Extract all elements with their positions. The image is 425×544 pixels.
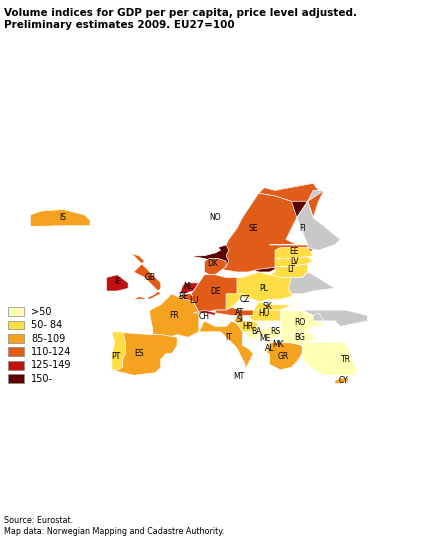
Text: SE: SE — [249, 224, 258, 233]
Text: AT: AT — [235, 308, 244, 317]
Polygon shape — [234, 321, 259, 340]
Polygon shape — [335, 378, 348, 384]
Polygon shape — [30, 209, 90, 226]
Polygon shape — [275, 257, 313, 267]
Polygon shape — [221, 193, 313, 272]
Polygon shape — [280, 310, 324, 335]
Polygon shape — [280, 310, 368, 326]
Text: EE: EE — [289, 247, 299, 256]
Text: CH: CH — [199, 312, 210, 321]
Polygon shape — [313, 313, 324, 321]
Text: Volume indices for GDP per per capita, price level adjusted.
Preliminary estimat: Volume indices for GDP per per capita, p… — [4, 8, 357, 30]
Text: NL: NL — [183, 282, 193, 291]
Polygon shape — [193, 299, 196, 302]
Text: DK: DK — [207, 259, 218, 268]
Polygon shape — [204, 258, 226, 275]
Polygon shape — [215, 307, 253, 316]
Text: MK: MK — [272, 340, 283, 349]
Text: DE: DE — [210, 287, 221, 295]
Polygon shape — [112, 332, 125, 370]
Polygon shape — [302, 343, 357, 375]
Text: BG: BG — [294, 333, 305, 342]
Polygon shape — [180, 283, 199, 294]
Polygon shape — [226, 294, 259, 310]
Text: HU: HU — [258, 310, 270, 318]
Text: BA: BA — [251, 327, 261, 336]
Text: GR: GR — [278, 352, 289, 361]
Polygon shape — [259, 335, 264, 340]
Text: GB: GB — [144, 273, 156, 282]
Text: ME: ME — [260, 334, 271, 343]
Polygon shape — [280, 332, 313, 345]
Text: CY: CY — [338, 376, 348, 385]
Text: BE: BE — [179, 292, 189, 301]
Polygon shape — [253, 302, 292, 310]
Text: Source: Eurostat.
Map data: Norwegian Mapping and Cadastre Authority.: Source: Eurostat. Map data: Norwegian Ma… — [4, 516, 225, 536]
Polygon shape — [193, 310, 215, 316]
Polygon shape — [191, 275, 242, 313]
Text: SI: SI — [236, 316, 243, 324]
Polygon shape — [174, 294, 193, 302]
Polygon shape — [259, 183, 324, 250]
Polygon shape — [269, 264, 308, 277]
Polygon shape — [289, 272, 335, 294]
Text: PL: PL — [260, 284, 269, 293]
Polygon shape — [275, 248, 313, 258]
Text: RS: RS — [270, 327, 280, 336]
Text: CZ: CZ — [240, 295, 250, 304]
Polygon shape — [106, 275, 128, 291]
Text: ES: ES — [134, 349, 144, 358]
Text: IS: IS — [60, 213, 66, 222]
Text: IE: IE — [114, 277, 121, 286]
Polygon shape — [264, 340, 275, 354]
Polygon shape — [259, 326, 280, 340]
Polygon shape — [267, 343, 302, 370]
Polygon shape — [248, 310, 292, 321]
Text: RO: RO — [294, 318, 305, 327]
Text: LV: LV — [290, 257, 298, 265]
Text: MT: MT — [233, 373, 245, 381]
Polygon shape — [128, 253, 161, 299]
Polygon shape — [185, 183, 319, 272]
Polygon shape — [237, 272, 302, 302]
Polygon shape — [269, 343, 280, 348]
Polygon shape — [234, 316, 242, 324]
Text: IT: IT — [225, 333, 232, 342]
Text: AL: AL — [265, 344, 275, 353]
Text: NO: NO — [210, 213, 221, 222]
Text: PT: PT — [112, 352, 121, 361]
Legend: >50, 50- 84, 85-109, 110-124, 125-149, 150-: >50, 50- 84, 85-109, 110-124, 125-149, 1… — [5, 304, 75, 387]
Text: LT: LT — [287, 265, 295, 274]
Text: LU: LU — [190, 296, 199, 305]
Text: HR: HR — [242, 322, 253, 331]
Polygon shape — [242, 324, 264, 340]
Text: FR: FR — [170, 311, 179, 320]
Polygon shape — [199, 321, 253, 370]
Polygon shape — [112, 332, 177, 375]
Text: SK: SK — [262, 302, 272, 311]
Polygon shape — [238, 375, 240, 378]
Polygon shape — [297, 190, 340, 250]
Text: FI: FI — [299, 224, 306, 233]
Text: TR: TR — [341, 355, 351, 363]
Polygon shape — [150, 294, 199, 337]
